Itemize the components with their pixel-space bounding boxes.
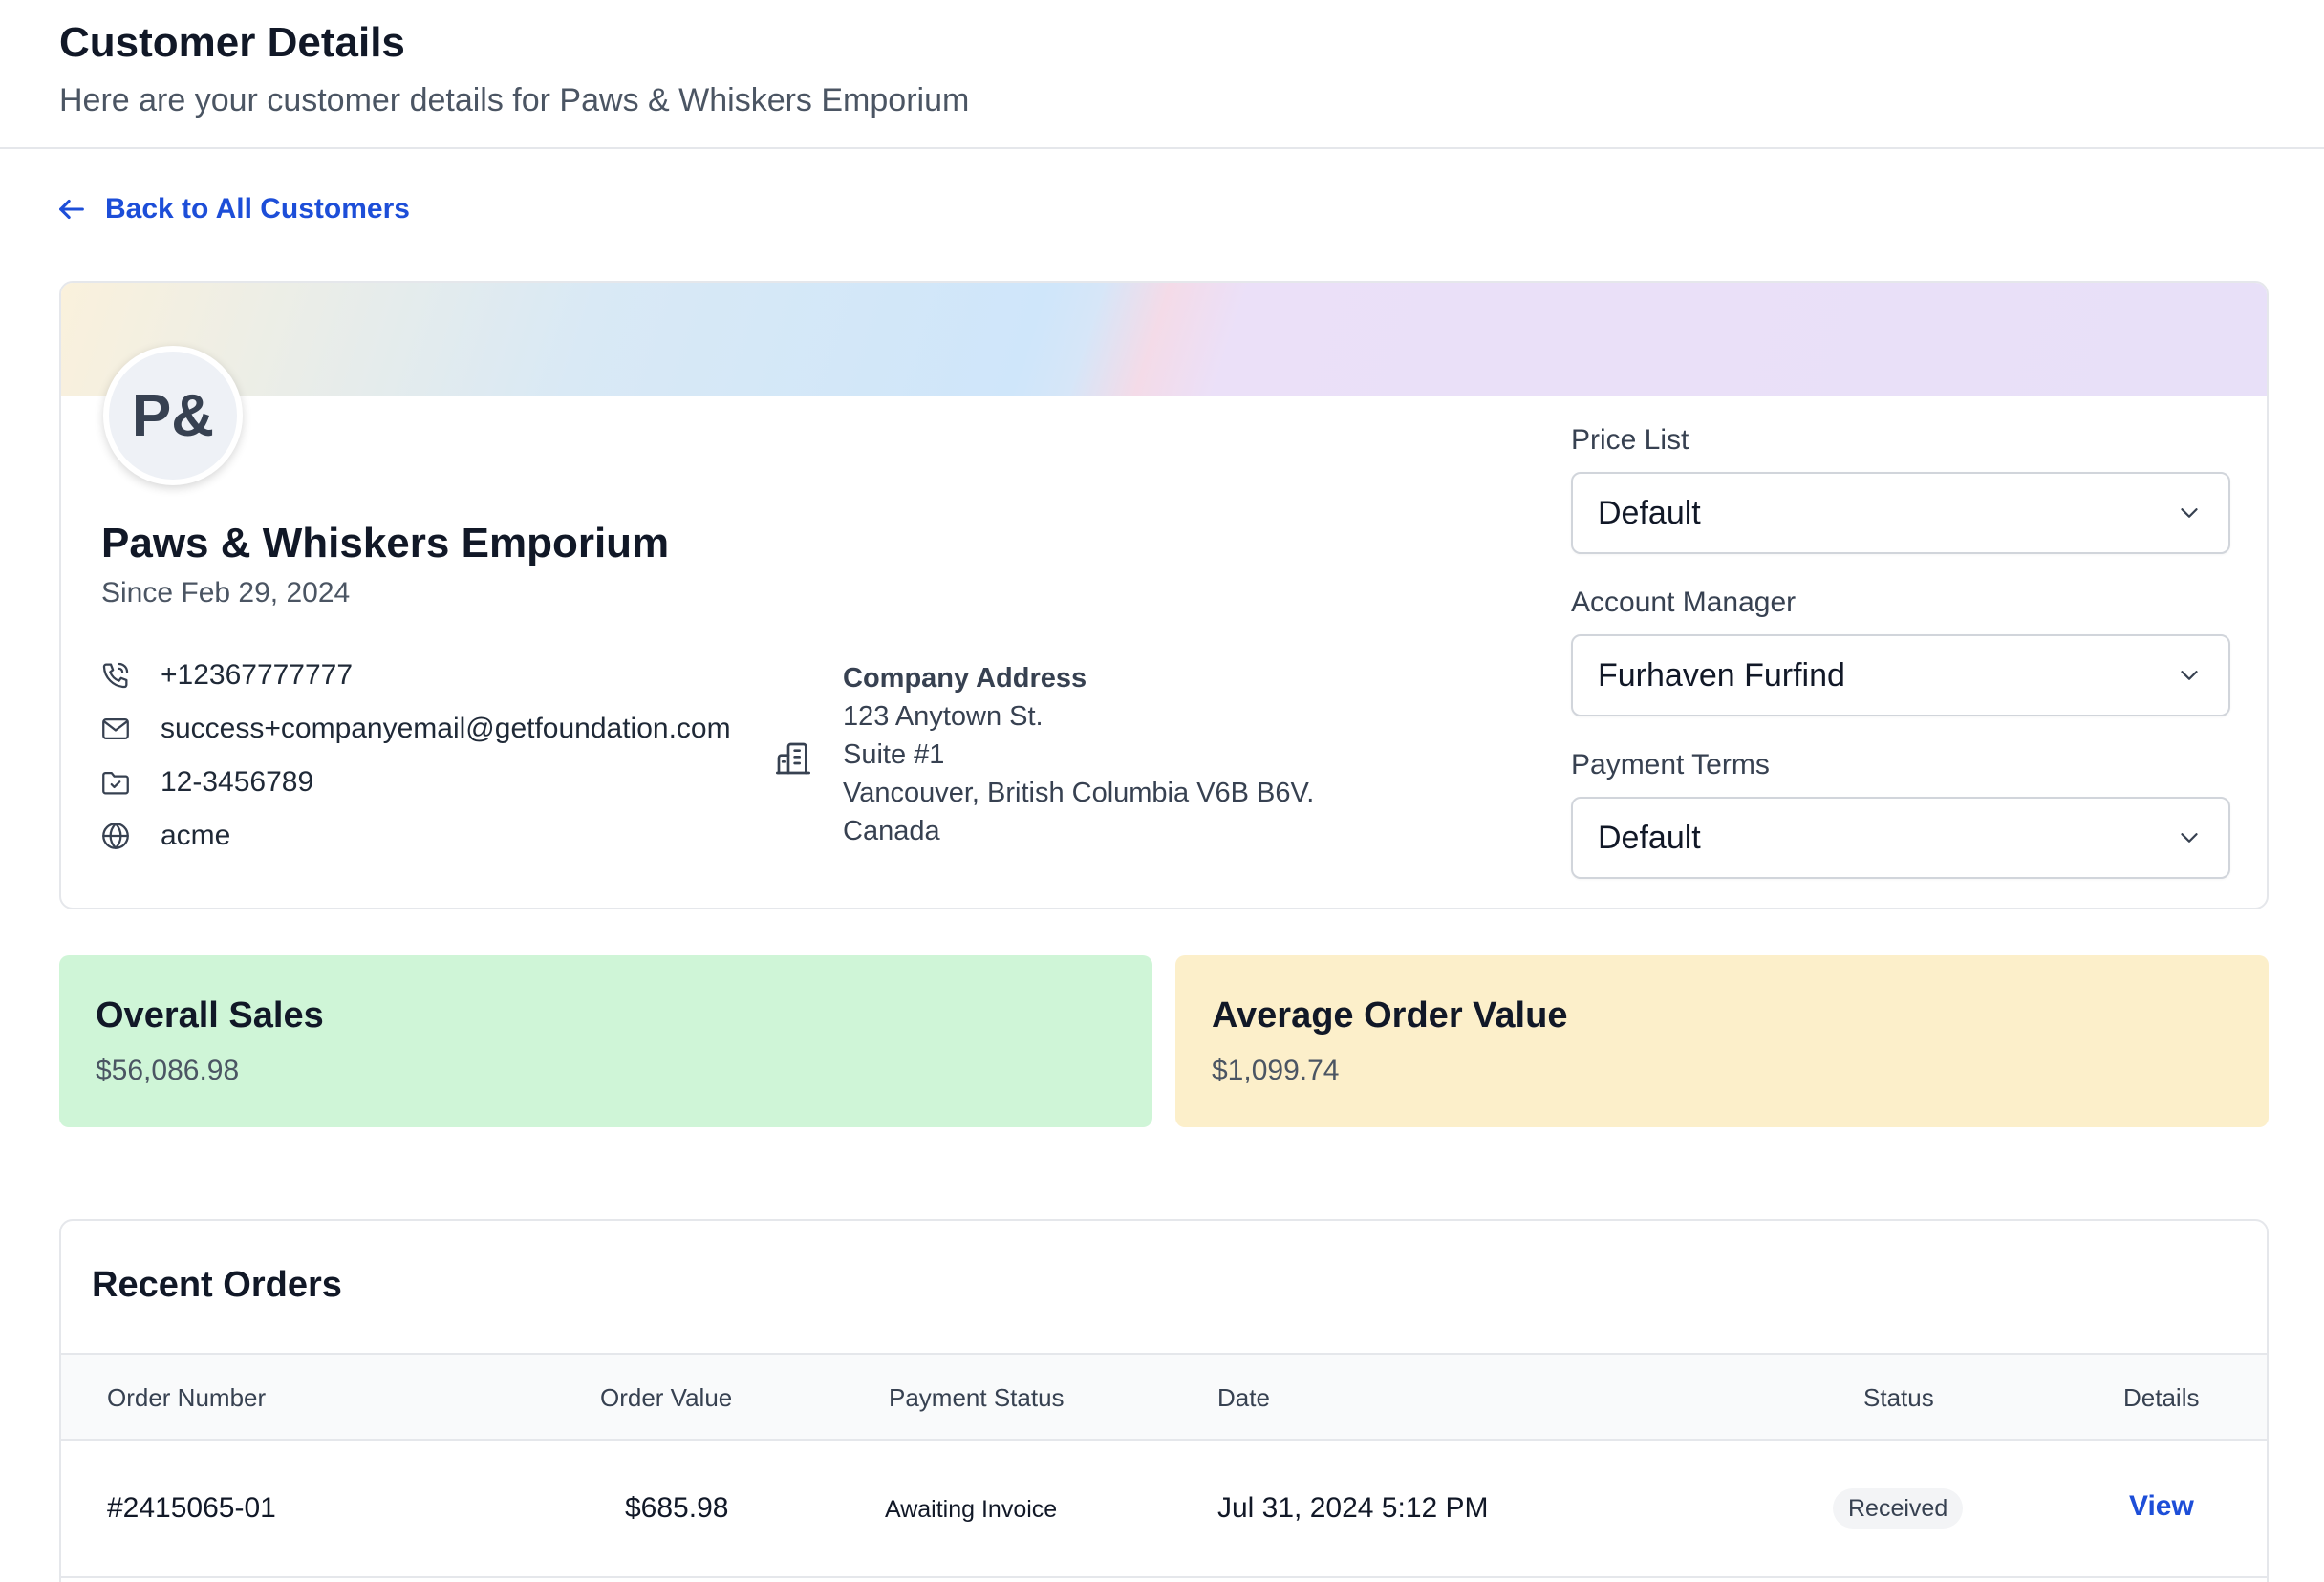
- account-manager-label: Account Manager: [1571, 587, 1797, 618]
- contact-website: acme: [99, 820, 230, 852]
- view-order-link[interactable]: View: [2129, 1490, 2194, 1522]
- customer-since: Since Feb 29, 2024: [101, 577, 351, 609]
- column-details: Details: [2123, 1383, 2200, 1412]
- contact-tax-id: 12-3456789: [99, 766, 313, 799]
- table-row: #2415065-01 $685.98 Awaiting Invoice Jul…: [61, 1441, 2267, 1578]
- column-status: Status: [1863, 1383, 1934, 1412]
- average-order-value-title: Average Order Value: [1212, 995, 1568, 1036]
- phone-icon: [102, 662, 129, 689]
- mail-icon: [102, 717, 129, 740]
- back-link-label: Back to All Customers: [105, 193, 410, 224]
- price-list-label: Price List: [1571, 424, 1689, 456]
- status-badge: Received: [1833, 1488, 1964, 1529]
- contact-website-value: acme: [161, 820, 231, 851]
- order-value-cell: $685.98: [625, 1492, 729, 1524]
- chevron-down-icon: [2181, 833, 2198, 843]
- arrow-left-icon: [59, 199, 84, 220]
- customer-profile-card: P& Paws & Whiskers Emporium Since Feb 29…: [59, 281, 2269, 909]
- chevron-down-icon: [2181, 671, 2198, 680]
- address-line-1: 123 Anytown St.: [843, 701, 1044, 732]
- account-manager-value: Furhaven Furfind: [1598, 656, 1845, 694]
- contact-phone-value: +12367777777: [161, 659, 354, 691]
- column-order-value: Order Value: [600, 1383, 733, 1412]
- page-subtitle: Here are your customer details for Paws …: [59, 82, 970, 118]
- address-line-2: Suite #1: [843, 739, 945, 770]
- contact-email: success+companyemail@getfoundation.com: [99, 713, 731, 745]
- average-order-value-card: Average Order Value $1,099.74: [1175, 955, 2269, 1127]
- payment-terms-select[interactable]: Default: [1571, 797, 2230, 879]
- payment-status-cell: Awaiting Invoice: [885, 1496, 1058, 1523]
- profile-banner: [61, 283, 2267, 396]
- avatar: P&: [103, 346, 243, 485]
- page-title: Customer Details: [59, 19, 405, 66]
- date-cell: Jul 31, 2024 5:12 PM: [1217, 1492, 1489, 1524]
- price-list-select[interactable]: Default: [1571, 472, 2230, 554]
- contact-phone: +12367777777: [99, 659, 353, 692]
- average-order-value-value: $1,099.74: [1212, 1055, 1340, 1086]
- overall-sales-card: Overall Sales $56,086.98: [59, 955, 1152, 1127]
- payment-terms-label: Payment Terms: [1571, 749, 1770, 780]
- contact-tax-id-value: 12-3456789: [161, 766, 314, 798]
- address-line-4: Canada: [843, 816, 940, 846]
- page-header: Customer Details Here are your customer …: [0, 0, 2324, 149]
- globe-icon: [102, 823, 129, 849]
- building-icon: [776, 742, 810, 775]
- address-line-3: Vancouver, British Columbia V6B B6V.: [843, 778, 1315, 808]
- recent-orders-title: Recent Orders: [92, 1265, 342, 1305]
- chevron-down-icon: [2181, 508, 2198, 518]
- orders-table-header: Order Number Order Value Payment Status …: [61, 1353, 2267, 1441]
- order-number-cell: #2415065-01: [107, 1492, 276, 1524]
- price-list-value: Default: [1598, 494, 1701, 531]
- customer-name: Paws & Whiskers Emporium: [101, 520, 670, 567]
- column-payment-status: Payment Status: [889, 1383, 1065, 1412]
- back-to-customers-link[interactable]: Back to All Customers: [55, 193, 410, 225]
- contact-email-value: success+companyemail@getfoundation.com: [161, 713, 731, 744]
- folder-check-icon: [102, 771, 129, 795]
- column-date: Date: [1217, 1383, 1270, 1412]
- recent-orders-card: Recent Orders Order Number Order Value P…: [59, 1219, 2269, 1582]
- column-order-number: Order Number: [107, 1383, 267, 1412]
- overall-sales-title: Overall Sales: [96, 995, 324, 1036]
- payment-terms-value: Default: [1598, 819, 1701, 856]
- address-title: Company Address: [843, 663, 1087, 694]
- account-manager-select[interactable]: Furhaven Furfind: [1571, 634, 2230, 716]
- overall-sales-value: $56,086.98: [96, 1055, 240, 1086]
